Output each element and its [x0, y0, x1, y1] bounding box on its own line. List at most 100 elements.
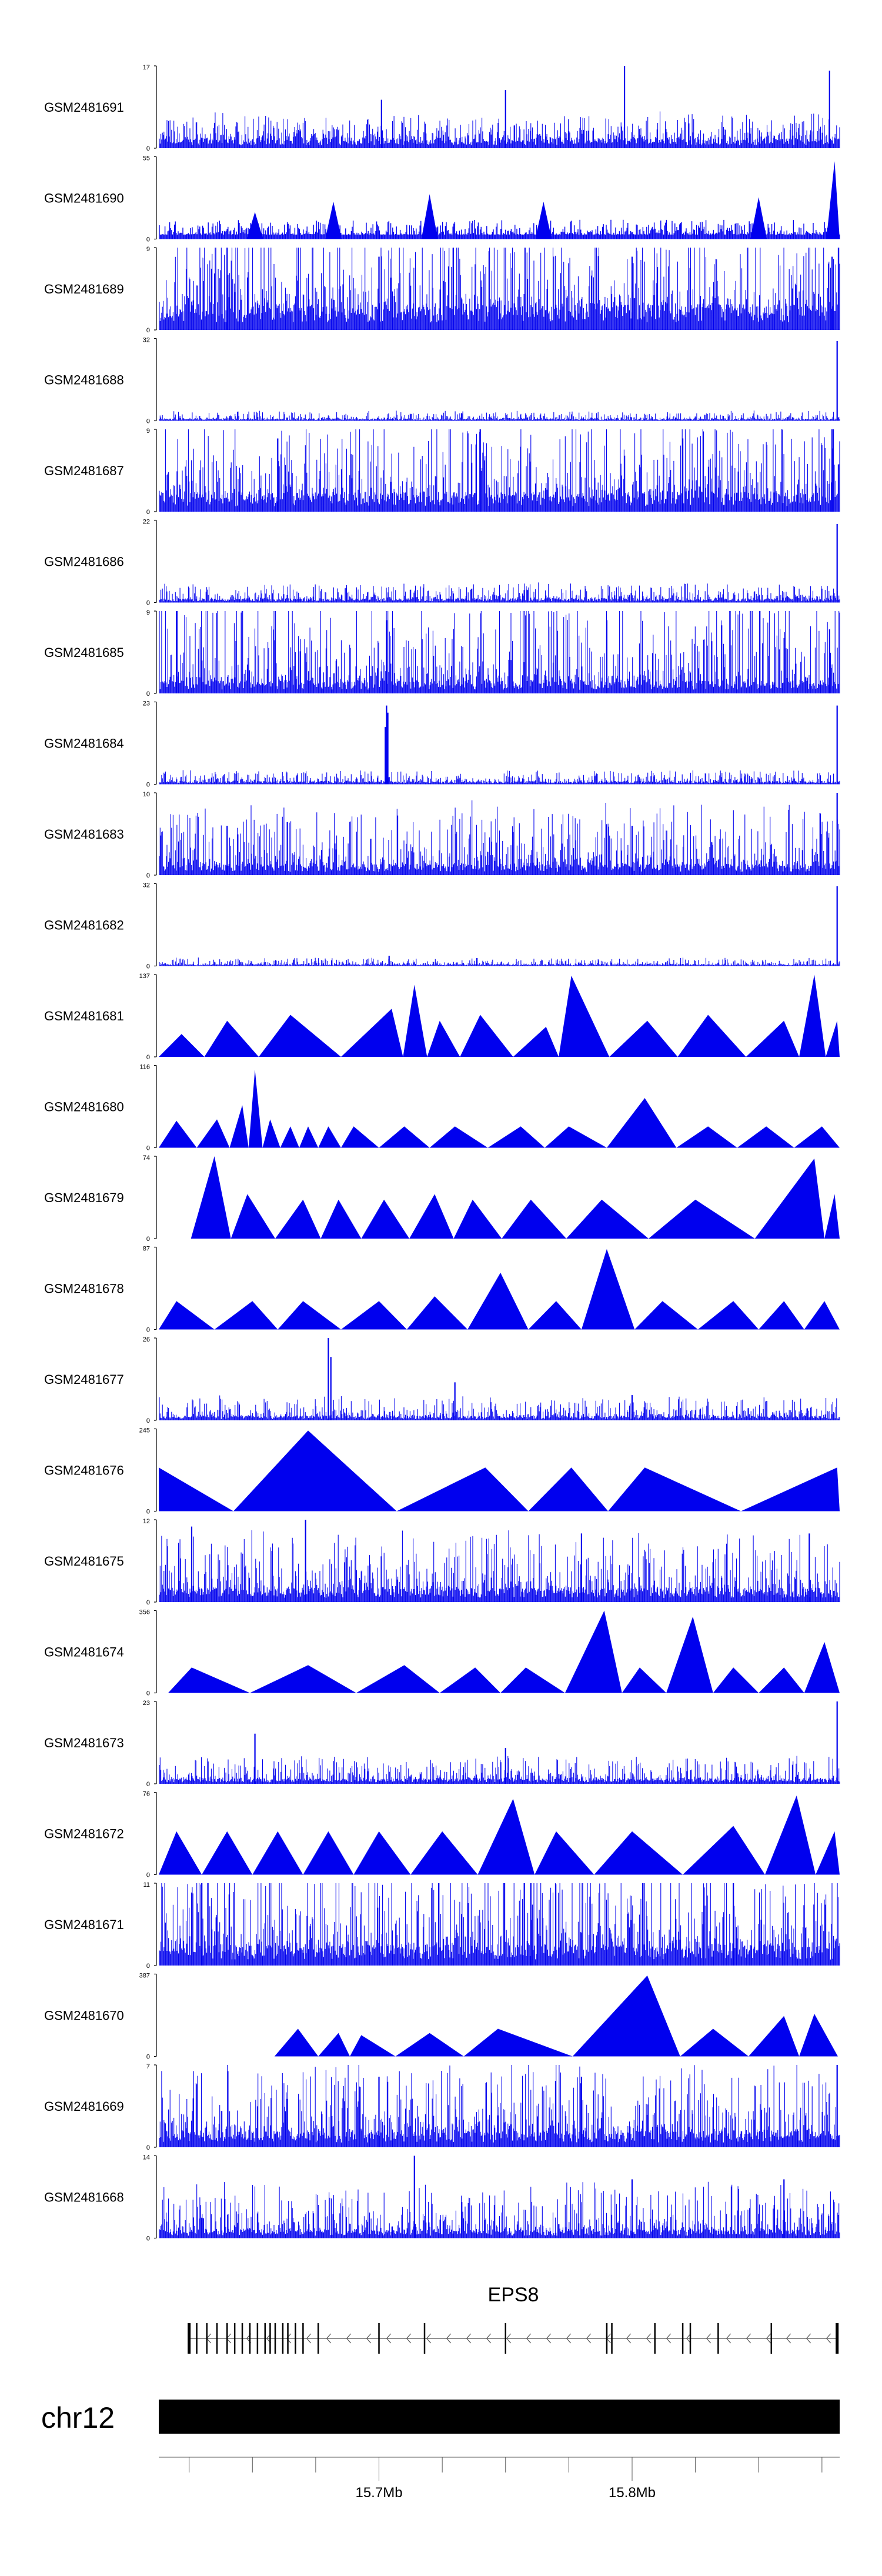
- signal-bars: [159, 611, 840, 693]
- gene-exon: [241, 2323, 243, 2354]
- axis-tick-label: 15.8Mb: [609, 2485, 656, 2501]
- signal-peak: [395, 2033, 464, 2057]
- ymin-label: 0: [146, 236, 150, 243]
- track-label: GSM2481688: [44, 373, 124, 388]
- track-label: GSM2481683: [44, 827, 124, 842]
- gene-exon: [378, 2323, 380, 2354]
- signal-peak: [249, 1665, 356, 1693]
- strand-arrow: [726, 2333, 731, 2344]
- signal-peak: [528, 1301, 582, 1330]
- track-label: GSM2481669: [44, 2099, 124, 2114]
- gene-exon: [317, 2323, 319, 2354]
- track-label: GSM2481687: [44, 463, 124, 478]
- track-GSM2481679: GSM2481679 74 0: [44, 1154, 840, 1243]
- signal-peak: [566, 1199, 649, 1239]
- signal-peak: [502, 1199, 567, 1239]
- signal-peak: [804, 1301, 840, 1330]
- track-label: GSM2481671: [44, 1917, 124, 1932]
- gene-exon: [423, 2323, 426, 2354]
- signal-bars: [159, 800, 840, 875]
- gene-exon: [689, 2323, 691, 2354]
- track-GSM2481675: GSM2481675 12 0: [44, 1518, 840, 1606]
- track-label: GSM2481684: [44, 736, 124, 751]
- signal-peak: [259, 1015, 341, 1057]
- signal-peak: [826, 1020, 840, 1057]
- signal-peak: [759, 1301, 804, 1330]
- ymin-label: 0: [146, 145, 150, 152]
- signal-peak: [683, 1826, 766, 1875]
- signal-peak: [500, 1667, 565, 1693]
- signal-bars: [159, 411, 840, 421]
- signal-peak: [606, 1098, 677, 1148]
- signal-bars: [159, 111, 840, 148]
- signal-peak: [463, 2028, 573, 2057]
- track-label: GSM2481677: [44, 1372, 124, 1387]
- genomic-axis: 15.7Mb 15.8Mb: [159, 2457, 840, 2501]
- signal-bars: [159, 1395, 840, 1420]
- gene-exon: [269, 2323, 271, 2354]
- signal-peak: [754, 1158, 825, 1239]
- ymin-label: 0: [146, 1054, 150, 1061]
- signal-peak: [750, 197, 767, 239]
- ymax-label: 9: [146, 609, 150, 616]
- ymax-label: 116: [139, 1064, 150, 1071]
- gene-name-label: EPS8: [488, 2284, 539, 2306]
- track-label: GSM2481689: [44, 282, 124, 296]
- signal-peak: [666, 1616, 713, 1693]
- signal-peak: [229, 1105, 249, 1148]
- signal-bars: [159, 429, 840, 512]
- signal-peak: [816, 1831, 840, 1875]
- ymin-label: 0: [146, 1781, 150, 1788]
- signal-peak: [535, 201, 552, 239]
- track-label: GSM2481672: [44, 1827, 124, 1841]
- signal-peak: [799, 2014, 838, 2057]
- signal-tracks: GSM2481691170GSM2481690550GSM248168990GS…: [44, 64, 840, 2243]
- signal-peak: [318, 1126, 341, 1148]
- gene-track: EPS8: [188, 2284, 839, 2354]
- signal-peak: [340, 1009, 403, 1057]
- track-GSM2481677: GSM2481677 26 0: [44, 1336, 840, 1424]
- ymax-label: 23: [143, 700, 150, 708]
- track-GSM2481680: GSM2481680 116 0: [44, 1064, 840, 1152]
- signal-peak: [252, 1831, 303, 1875]
- ymin-label: 0: [146, 327, 150, 334]
- ymax-label: 9: [146, 428, 150, 435]
- gene-exon: [654, 2323, 656, 2354]
- signal-peak: [594, 1831, 683, 1875]
- signal-peak: [453, 1199, 502, 1239]
- signal-peak: [824, 1194, 840, 1239]
- track-label: GSM2481685: [44, 645, 124, 660]
- ymax-label: 245: [139, 1427, 150, 1434]
- track-GSM2481684: GSM2481684 23 0: [44, 700, 840, 789]
- signal-peak: [487, 1126, 545, 1148]
- signal-peak: [191, 1156, 231, 1239]
- track-label: GSM2481670: [44, 2008, 124, 2023]
- signal-peak: [278, 1301, 341, 1330]
- track-GSM2481691: GSM2481691 17 0: [44, 64, 840, 152]
- gene-exon: [206, 2323, 208, 2354]
- ymax-label: 9: [146, 246, 150, 253]
- track-GSM2481685: GSM2481685 9 0: [44, 609, 840, 698]
- strand-arrow: [506, 2333, 512, 2344]
- ymin-label: 0: [146, 2144, 150, 2151]
- signal-peak: [741, 1467, 840, 1511]
- signal-peak: [340, 1126, 379, 1148]
- track-label: GSM2481686: [44, 555, 124, 569]
- signal-peak: [379, 1126, 430, 1148]
- signal-peak: [230, 1194, 276, 1239]
- signal-peak: [799, 975, 826, 1057]
- strand-arrow: [826, 2333, 831, 2344]
- signal-peak: [248, 1069, 263, 1148]
- signal-peak: [159, 1301, 215, 1330]
- ymin-label: 0: [146, 418, 150, 425]
- ymax-label: 17: [143, 64, 150, 71]
- ymax-label: 12: [143, 1518, 150, 1525]
- signal-peak: [410, 1831, 478, 1875]
- ymax-label: 14: [143, 2154, 150, 2161]
- gene-exon: [249, 2323, 251, 2354]
- gene-exon: [264, 2323, 266, 2354]
- signal-peak: [460, 1015, 513, 1057]
- track-GSM2481670: GSM2481670 387 0: [44, 1973, 838, 2061]
- signal-peak: [439, 1667, 501, 1693]
- signal-peak: [350, 2035, 396, 2057]
